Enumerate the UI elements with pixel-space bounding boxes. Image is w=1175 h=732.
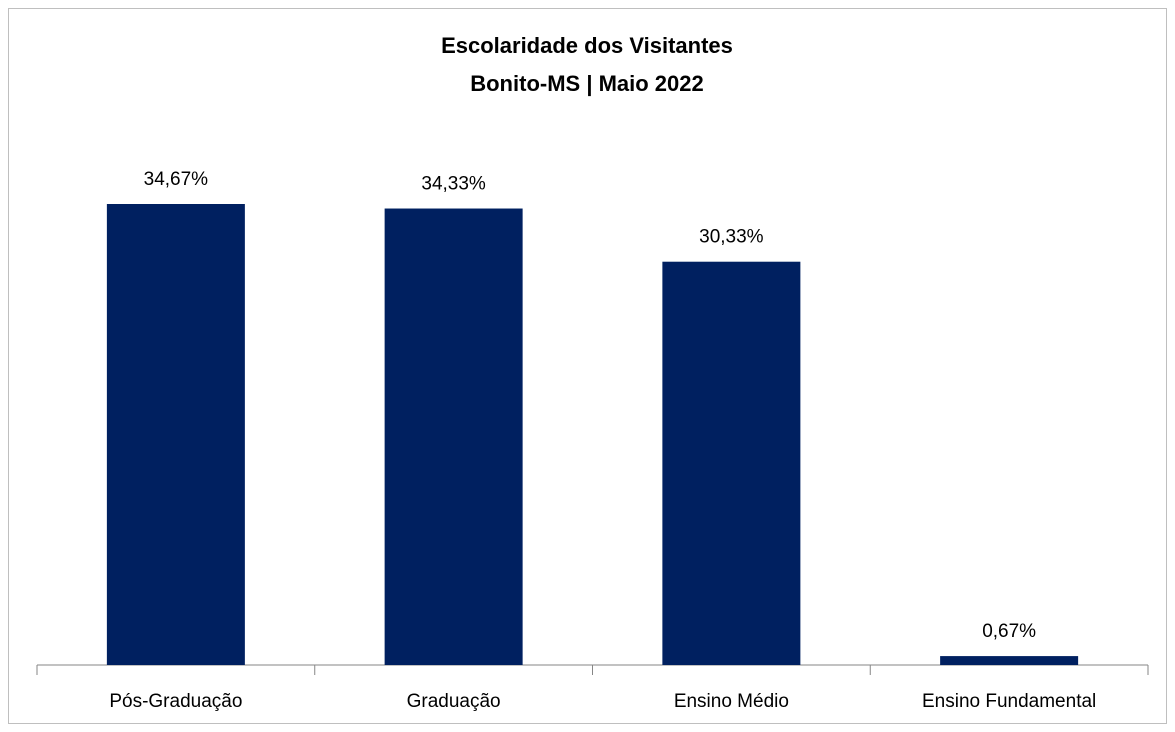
bar	[106, 204, 245, 665]
data-label: 30,33%	[699, 227, 764, 248]
chart-subtitle: Bonito-MS | Maio 2022	[470, 71, 704, 96]
bar	[940, 656, 1079, 665]
bar	[662, 261, 801, 665]
x-tick-label: Ensino Fundamental	[922, 691, 1096, 712]
x-tick-label: Pós-Graduação	[109, 691, 242, 712]
data-label: 0,67%	[982, 621, 1036, 642]
chart-title: Escolaridade dos Visitantes	[441, 33, 733, 58]
bar	[384, 208, 523, 665]
x-tick-label: Graduação	[407, 691, 501, 712]
x-tick-label: Ensino Médio	[674, 691, 789, 712]
data-label: 34,33%	[421, 174, 486, 195]
data-label: 34,67%	[144, 169, 209, 190]
